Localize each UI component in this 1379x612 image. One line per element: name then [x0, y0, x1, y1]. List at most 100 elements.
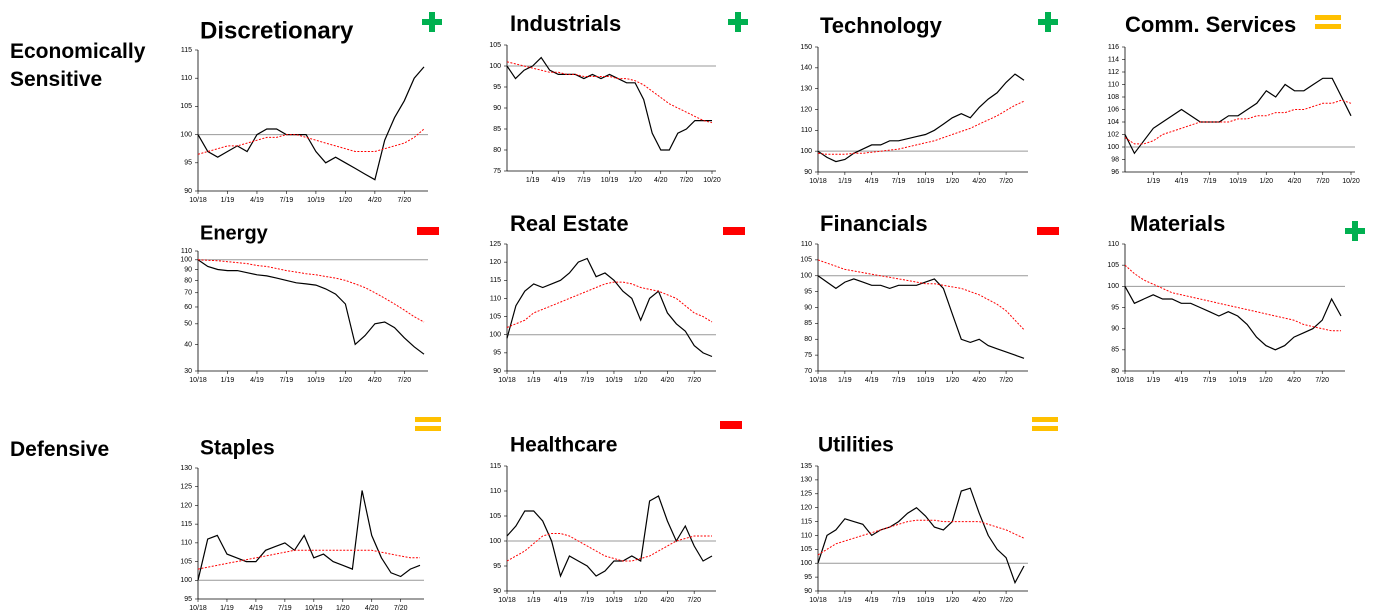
y-tick-label: 130	[800, 477, 812, 484]
chart-title: Discretionary	[200, 17, 354, 44]
y-tick-label: 90	[493, 588, 501, 595]
y-tick-label: 95	[184, 160, 192, 167]
y-tick-label: 98	[1111, 156, 1119, 163]
moving-average-line	[506, 533, 712, 562]
group-label: Economically Sensitive	[10, 40, 146, 91]
y-tick-label: 110	[181, 248, 192, 255]
x-tick-label: 4/20	[368, 377, 382, 384]
y-tick-label: 85	[493, 126, 501, 133]
signal-icon	[723, 227, 745, 235]
x-tick-label: 7/20	[999, 377, 1013, 384]
price-line	[1124, 77, 1352, 155]
y-tick-label: 90	[184, 266, 192, 273]
x-tick-label: 4/19	[865, 597, 879, 604]
y-tick-label: 95	[493, 84, 501, 91]
y-tick-label: 110	[181, 75, 192, 82]
y-tick-label: 80	[493, 147, 501, 154]
x-tick-label: 1/19	[527, 377, 541, 384]
signal-icon	[415, 426, 441, 431]
signal-icon	[1037, 227, 1059, 235]
y-tick-label: 90	[184, 188, 192, 195]
x-tick-label: 4/19	[554, 377, 568, 384]
x-tick-label: 7/20	[687, 597, 701, 604]
y-tick-label: 140	[800, 65, 812, 72]
y-tick-label: 105	[489, 42, 501, 49]
y-tick-label: 100	[180, 257, 192, 264]
group-label: Defensive	[10, 438, 110, 461]
moving-average-line	[817, 259, 1025, 331]
x-tick-label: 7/19	[1203, 178, 1217, 185]
y-tick-label: 90	[493, 105, 501, 112]
x-tick-label: 7/20	[1315, 377, 1329, 384]
y-tick-label: 85	[804, 320, 812, 327]
x-tick-label: 10/19	[917, 377, 935, 384]
y-tick-label: 85	[1111, 347, 1119, 354]
y-tick-label: 90	[804, 304, 812, 311]
signal-icon	[735, 12, 741, 32]
x-tick-label: 7/19	[892, 597, 906, 604]
price-line	[197, 66, 425, 181]
x-tick-label: 4/20	[368, 197, 382, 204]
x-tick-label: 4/19	[865, 377, 879, 384]
moving-average-line	[817, 100, 1025, 155]
y-tick-label: 120	[180, 502, 192, 509]
y-tick-label: 70	[184, 290, 192, 297]
x-tick-label: 7/19	[280, 377, 294, 384]
price-line	[506, 257, 713, 358]
x-tick-label: 7/19	[580, 597, 594, 604]
y-tick-label: 108	[1107, 94, 1119, 101]
y-tick-label: 75	[493, 168, 501, 175]
y-tick-label: 115	[181, 47, 192, 54]
chart-title: Energy	[200, 222, 269, 244]
signal-icon	[1032, 426, 1058, 431]
x-tick-label: 1/19	[838, 178, 852, 185]
x-tick-label: 10/19	[601, 177, 619, 184]
x-tick-label: 1/19	[220, 605, 234, 612]
y-tick-label: 105	[489, 513, 501, 520]
signal-icon	[415, 417, 441, 422]
price-line	[506, 56, 712, 151]
y-tick-label: 115	[490, 277, 501, 284]
x-tick-label: 1/19	[526, 177, 540, 184]
x-tick-label: 7/20	[999, 597, 1013, 604]
y-tick-label: 110	[801, 241, 812, 248]
chart-title: Real Estate	[510, 211, 629, 236]
moving-average-line	[817, 519, 1025, 556]
x-tick-label: 10/18	[189, 377, 207, 384]
y-tick-label: 120	[800, 106, 812, 113]
y-tick-label: 95	[184, 596, 192, 603]
y-tick-label: 30	[184, 368, 192, 375]
y-tick-label: 90	[804, 588, 812, 595]
y-tick-label: 100	[180, 577, 192, 584]
x-tick-label: 4/19	[865, 178, 879, 185]
x-tick-label: 10/18	[189, 197, 207, 204]
x-tick-label: 10/18	[809, 178, 827, 185]
y-tick-label: 105	[489, 313, 501, 320]
chart-title: Technology	[820, 13, 943, 38]
y-tick-label: 125	[180, 484, 192, 491]
y-tick-label: 105	[1107, 262, 1119, 269]
x-tick-label: 4/19	[554, 597, 568, 604]
x-tick-label: 7/19	[577, 177, 591, 184]
y-tick-label: 104	[1107, 119, 1119, 126]
x-tick-label: 7/20	[1316, 178, 1330, 185]
chart-title: Financials	[820, 211, 928, 236]
y-tick-label: 100	[800, 560, 812, 567]
price-line	[817, 487, 1025, 585]
x-tick-label: 4/20	[972, 178, 986, 185]
y-tick-label: 115	[181, 521, 192, 528]
x-tick-label: 7/19	[892, 178, 906, 185]
y-tick-label: 135	[800, 463, 812, 470]
signal-icon	[429, 12, 435, 32]
y-tick-label: 110	[1108, 241, 1119, 248]
y-tick-label: 120	[489, 259, 501, 266]
y-tick-label: 125	[489, 241, 501, 248]
chart-title: Comm. Services	[1125, 12, 1296, 37]
moving-average-line	[197, 259, 425, 323]
x-tick-label: 1/20	[336, 605, 350, 612]
x-tick-label: 1/19	[221, 197, 235, 204]
y-tick-label: 110	[490, 295, 501, 302]
x-tick-label: 1/20	[634, 597, 648, 604]
price-line	[817, 275, 1025, 359]
